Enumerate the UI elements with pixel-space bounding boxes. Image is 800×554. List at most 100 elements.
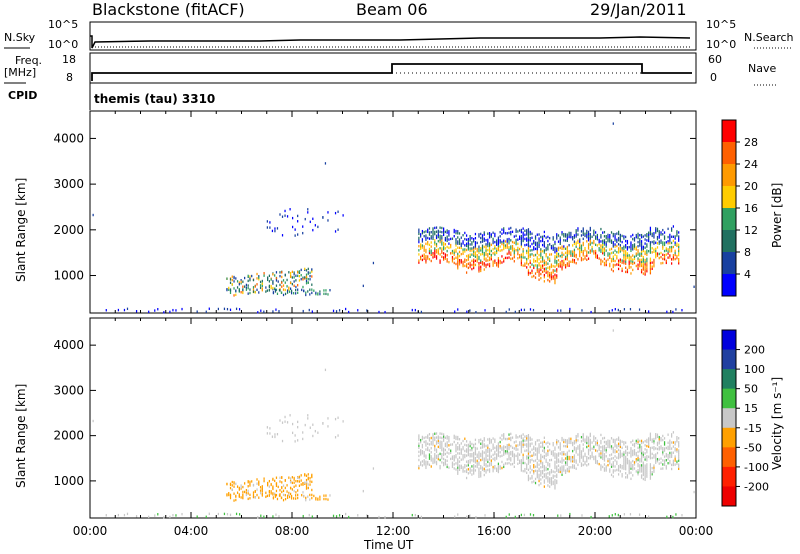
power-cell <box>242 288 244 291</box>
velocity-cell <box>552 443 554 447</box>
velocity-cell <box>319 498 321 501</box>
power-cell <box>584 247 586 250</box>
velocity-cell <box>483 451 485 454</box>
velocity-cell <box>483 469 485 473</box>
power-cell <box>640 233 643 237</box>
velocity-cell <box>488 441 491 445</box>
velocity-cell <box>275 482 278 485</box>
velocity-cell <box>529 471 531 474</box>
velocity-cell <box>508 461 510 465</box>
power-cell <box>640 248 643 251</box>
power-cell <box>430 249 432 252</box>
power-cell <box>501 249 503 252</box>
velocity-cell <box>271 435 274 438</box>
power-cell <box>610 247 613 251</box>
power-cell <box>612 241 614 244</box>
velocity-cell <box>552 480 554 484</box>
power-cell <box>265 286 267 289</box>
velocity-cell <box>568 457 570 461</box>
power-cell <box>293 292 295 295</box>
power-cell <box>605 245 607 248</box>
velocity-cell <box>235 512 238 516</box>
velocity-cell <box>640 458 643 461</box>
power-cell <box>439 247 441 250</box>
velocity-cell <box>642 471 644 475</box>
velocity-cell <box>609 470 611 473</box>
velocity-cell <box>458 456 461 459</box>
power-cell <box>231 278 233 282</box>
velocity-cell <box>626 445 629 449</box>
power-cell <box>453 230 455 234</box>
power-cell <box>538 233 540 236</box>
power-cell <box>614 243 616 246</box>
power-cell <box>305 273 308 276</box>
velocity-cell <box>625 455 627 459</box>
power-cell <box>275 271 278 274</box>
velocity-cell <box>462 454 464 457</box>
velocity-cell <box>609 441 611 445</box>
power-cell <box>637 263 639 266</box>
velocity-cell <box>297 489 299 492</box>
power-cell <box>642 235 644 238</box>
power-cell <box>508 227 510 230</box>
velocity-cell <box>281 481 283 484</box>
power-cell <box>646 263 648 267</box>
power-cell <box>266 226 268 229</box>
power-cell <box>600 258 602 262</box>
velocity-cell <box>681 514 683 517</box>
velocity-cell <box>540 455 542 459</box>
power-cell <box>554 273 556 277</box>
power-cell <box>157 307 159 311</box>
power-cell <box>662 247 664 250</box>
power-cell <box>274 229 276 233</box>
velocity-cell <box>126 512 129 516</box>
velocity-cell <box>307 414 309 417</box>
power-cell <box>635 254 637 257</box>
velocity-cell <box>503 437 505 440</box>
power-cell <box>301 288 303 292</box>
velocity-cell <box>616 462 618 466</box>
velocity-cell <box>572 458 574 461</box>
power-cell <box>628 258 630 261</box>
power-cell <box>582 243 584 247</box>
velocity-cell <box>427 462 429 466</box>
power-cell <box>595 235 597 238</box>
velocity-cell <box>252 493 255 497</box>
velocity-cell <box>446 451 448 454</box>
power-cell <box>665 249 667 252</box>
power-cell <box>580 250 583 254</box>
power-cell <box>508 239 510 243</box>
power-cell <box>614 253 616 257</box>
power-cell <box>501 228 503 231</box>
power-cell <box>483 231 485 234</box>
power-cell <box>487 242 489 246</box>
power-cell <box>653 258 655 262</box>
velocity-cell <box>469 440 471 444</box>
velocity-cell <box>455 456 457 459</box>
power-cell <box>294 234 296 237</box>
velocity-cell <box>593 435 595 438</box>
power-cell <box>540 235 542 239</box>
velocity-cell <box>570 441 572 445</box>
velocity-cell <box>480 471 482 474</box>
velocity-cell <box>233 481 235 484</box>
velocity-cell <box>573 458 576 461</box>
power-cell <box>603 241 606 244</box>
velocity-cell <box>421 460 424 463</box>
velocity-cell <box>543 456 545 460</box>
power-cell <box>541 266 544 269</box>
velocity-cell <box>444 463 447 466</box>
power-cell <box>455 256 457 260</box>
velocity-cell <box>481 446 484 449</box>
power-cell <box>625 262 627 265</box>
power-cell <box>469 237 471 240</box>
velocity-cell <box>439 452 441 456</box>
velocity-cell <box>520 440 523 444</box>
velocity-cell <box>217 512 220 516</box>
power-cell <box>561 245 563 248</box>
velocity-cell <box>281 490 283 494</box>
power-cell <box>297 274 299 278</box>
velocity-cell <box>309 493 311 497</box>
power-cell <box>290 291 293 295</box>
power-cell <box>332 309 335 313</box>
